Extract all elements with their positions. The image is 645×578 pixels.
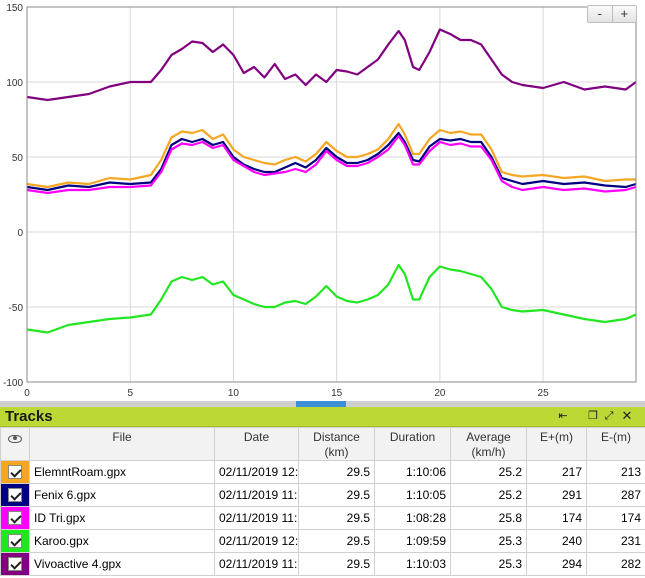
average-cell: 25.2 [450, 460, 527, 484]
distance-cell: 29.5 [298, 552, 375, 576]
x-tick-label: 20 [434, 388, 446, 399]
table-row[interactable]: ElemntRoam.gpx 02/11/2019 12: 29.5 1:10:06 2… [0, 460, 645, 484]
x-tick-label: 5 [127, 388, 133, 399]
track-color-swatch[interactable] [1, 530, 29, 552]
fullscreen-icon[interactable]: ⤢ [604, 410, 614, 422]
duration-cell: 1:10:03 [374, 552, 451, 576]
eye-icon [8, 434, 22, 443]
eminus-cell: 174 [586, 506, 645, 530]
distance-cell: 29.5 [298, 529, 375, 553]
distance-cell: 29.5 [298, 460, 375, 484]
visibility-toggle[interactable] [0, 529, 30, 553]
eplus-column-header[interactable]: E+(m) [526, 427, 587, 461]
eplus-cell: 294 [526, 552, 587, 576]
eplus-cell: 174 [526, 506, 587, 530]
file-cell: ElemntRoam.gpx [29, 460, 215, 484]
zoom-control: - + [587, 5, 637, 23]
eminus-cell: 231 [586, 529, 645, 553]
y-tick-label: 50 [12, 153, 24, 164]
file-cell: ID Tri.gpx [29, 506, 215, 530]
duration-cell: 1:08:28 [374, 506, 451, 530]
table-row[interactable]: Fenix 6.gpx 02/11/2019 11:(29.5 1:10:05 25.… [0, 483, 645, 507]
duration-column-header[interactable]: Duration [374, 427, 451, 461]
visibility-toggle[interactable] [0, 552, 30, 576]
y-tick-label: 0 [17, 228, 23, 239]
average-cell: 25.2 [450, 483, 527, 507]
tracks-header: Tracks ⇤ ❐ ⤢ ✕ [0, 407, 645, 427]
x-tick-label: 25 [538, 388, 550, 399]
x-tick-label: 15 [331, 388, 343, 399]
x-tick-label: 10 [228, 388, 240, 399]
x-tick-label: 0 [24, 388, 30, 399]
eminus-cell: 287 [586, 483, 645, 507]
close-icon[interactable]: ✕ [621, 408, 633, 423]
visibility-column-header[interactable] [0, 427, 30, 461]
file-column-header[interactable]: File [29, 427, 215, 461]
file-cell: Vivoactive 4.gpx [29, 552, 215, 576]
date-cell: 02/11/2019 11:( [214, 552, 299, 576]
track-color-swatch[interactable] [1, 507, 29, 529]
date-cell: 02/11/2019 11:( [214, 506, 299, 530]
average-cell: 25.8 [450, 506, 527, 530]
average-cell: 25.3 [450, 552, 527, 576]
visibility-checkbox[interactable] [8, 465, 22, 479]
eplus-cell: 291 [526, 483, 587, 507]
y-tick-label: -100 [3, 378, 23, 389]
splitter-grip[interactable] [296, 401, 346, 407]
table-header-row: File Date Distance (km) Duration Average(… [0, 427, 645, 461]
plot-border [26, 6, 637, 383]
eplus-cell: 240 [526, 529, 587, 553]
average-column-header[interactable]: Average (km/h) [450, 427, 527, 461]
visibility-toggle[interactable] [0, 460, 30, 484]
eminus-cell: 213 [586, 460, 645, 484]
y-tick-label: -50 [9, 303, 24, 314]
series-line-id-tri-gpx [26, 134, 637, 195]
average-cell: 25.3 [450, 529, 527, 553]
duration-cell: 1:09:59 [374, 529, 451, 553]
visibility-checkbox[interactable] [8, 534, 22, 548]
date-cell: 02/11/2019 12: [214, 529, 299, 553]
track-color-swatch[interactable] [1, 461, 29, 483]
date-cell: 02/11/2019 12: [214, 460, 299, 484]
visibility-checkbox[interactable] [8, 488, 22, 502]
distance-cell: 29.5 [298, 506, 375, 530]
track-color-swatch[interactable] [1, 553, 29, 575]
table-row[interactable]: Karoo.gpx 02/11/2019 12: 29.5 1:09:59 25.3 24… [0, 529, 645, 553]
date-column-header[interactable]: Date [214, 427, 299, 461]
series-line-elemntroam-gpx [26, 122, 636, 189]
table-row[interactable]: Vivoactive 4.gpx 02/11/2019 11:(29.5 1:10:… [0, 552, 645, 576]
restore-icon[interactable]: ❐ [588, 410, 598, 422]
panel-splitter[interactable] [0, 401, 645, 407]
distance-cell: 29.5 [298, 483, 375, 507]
collapse-icon[interactable]: ⇤ [558, 410, 568, 422]
y-tick-label: 100 [6, 78, 23, 89]
speed-chart[interactable]: 150 100 50 0 -50 -100 0 5 10 15 20 25 - + [0, 0, 645, 400]
eminus-column-header[interactable]: E-(m) [586, 427, 645, 461]
zoom-in-button[interactable]: + [611, 6, 637, 22]
tracks-panel: Tracks ⇤ ❐ ⤢ ✕ File Date Distance (km) Du… [0, 407, 645, 578]
series-line-vivoactive-4-gpx [26, 28, 637, 102]
duration-cell: 1:10:05 [374, 483, 451, 507]
series-line-fenix-6-gpx [26, 131, 637, 192]
plot-area [26, 6, 637, 383]
visibility-checkbox[interactable] [8, 511, 22, 525]
file-cell: Fenix 6.gpx [29, 483, 215, 507]
distance-column-header[interactable]: Distance (km) [298, 427, 375, 461]
zoom-out-button[interactable]: - [597, 6, 602, 21]
eplus-cell: 217 [526, 460, 587, 484]
visibility-toggle[interactable] [0, 506, 30, 530]
track-color-swatch[interactable] [1, 484, 29, 506]
tracks-title: Tracks [5, 408, 53, 425]
table-row[interactable]: ID Tri.gpx 02/11/2019 11:(29.5 1:08:28 25.8… [0, 506, 645, 530]
series-line-karoo-gpx [26, 263, 637, 334]
eminus-cell: 282 [586, 552, 645, 576]
visibility-checkbox[interactable] [8, 557, 22, 571]
file-cell: Karoo.gpx [29, 529, 215, 553]
y-tick-label: 150 [6, 3, 23, 14]
visibility-toggle[interactable] [0, 483, 30, 507]
date-cell: 02/11/2019 11:( [214, 483, 299, 507]
duration-cell: 1:10:06 [374, 460, 451, 484]
tracks-table: File Date Distance (km) Duration Average(… [0, 427, 645, 576]
